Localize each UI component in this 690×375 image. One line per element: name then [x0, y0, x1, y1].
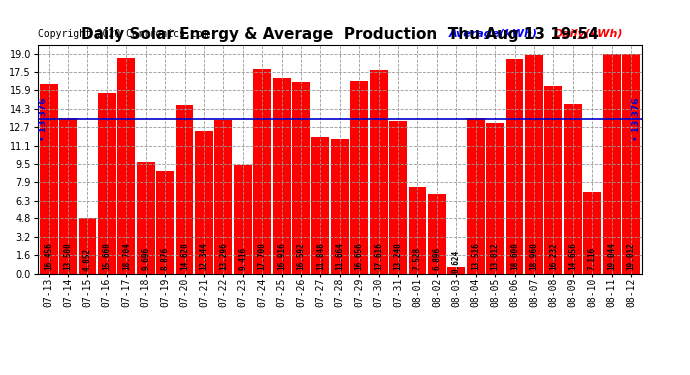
Bar: [40, 84, 57, 274]
Text: 13.296: 13.296: [219, 243, 228, 270]
Text: 16.916: 16.916: [277, 243, 286, 270]
Text: Average(kWh): Average(kWh): [448, 29, 538, 39]
Bar: [447, 267, 465, 274]
Bar: [234, 165, 252, 274]
Text: 9.416: 9.416: [238, 247, 247, 270]
Text: 16.456: 16.456: [44, 243, 53, 270]
Text: 17.616: 17.616: [374, 243, 383, 270]
Text: 9.696: 9.696: [141, 247, 150, 270]
Bar: [137, 162, 155, 274]
Text: 4.852: 4.852: [83, 248, 92, 271]
Bar: [331, 139, 348, 274]
Text: 11.848: 11.848: [316, 243, 325, 270]
Bar: [59, 118, 77, 274]
Bar: [467, 118, 484, 274]
Text: Daily(kWh): Daily(kWh): [554, 29, 624, 39]
Bar: [175, 105, 193, 274]
Text: 14.620: 14.620: [180, 243, 189, 270]
Bar: [253, 69, 271, 274]
Text: 18.960: 18.960: [529, 243, 538, 270]
Text: Copyright 2020 Cartronics.com: Copyright 2020 Cartronics.com: [38, 29, 208, 39]
Text: 19.044: 19.044: [607, 243, 616, 270]
Bar: [622, 54, 640, 274]
Bar: [525, 55, 543, 274]
Bar: [117, 58, 135, 274]
Text: 16.232: 16.232: [549, 243, 558, 270]
Bar: [370, 70, 388, 274]
Text: 12.344: 12.344: [199, 243, 208, 270]
Bar: [486, 123, 504, 274]
Bar: [273, 78, 290, 274]
Title: Daily Solar Energy & Average  Production  Thu Aug 13 19:54: Daily Solar Energy & Average Production …: [81, 27, 599, 42]
Bar: [583, 192, 601, 274]
Bar: [602, 54, 620, 274]
Text: 7.116: 7.116: [588, 247, 597, 270]
Bar: [544, 86, 562, 274]
Text: 15.660: 15.660: [102, 243, 111, 270]
Bar: [195, 131, 213, 274]
Text: • 13.376: • 13.376: [632, 98, 641, 141]
Text: 13.240: 13.240: [393, 243, 402, 270]
Bar: [311, 137, 329, 274]
Bar: [389, 121, 407, 274]
Text: 17.700: 17.700: [257, 243, 266, 270]
Text: 13.516: 13.516: [471, 243, 480, 270]
Text: 14.656: 14.656: [569, 243, 578, 270]
Bar: [98, 93, 116, 274]
Text: 18.704: 18.704: [121, 243, 131, 270]
Text: 18.600: 18.600: [510, 243, 519, 270]
Bar: [351, 81, 368, 274]
Bar: [408, 187, 426, 274]
Bar: [564, 104, 582, 274]
Text: • 13.376: • 13.376: [39, 98, 48, 141]
Text: 6.896: 6.896: [433, 247, 442, 270]
Bar: [215, 120, 233, 274]
Text: 13.012: 13.012: [491, 243, 500, 270]
Bar: [156, 171, 174, 274]
Text: 19.012: 19.012: [627, 243, 635, 270]
Text: 8.876: 8.876: [161, 247, 170, 270]
Bar: [79, 218, 97, 274]
Bar: [506, 59, 524, 274]
Text: 0.624: 0.624: [452, 250, 461, 273]
Text: 16.656: 16.656: [355, 243, 364, 270]
Text: 7.528: 7.528: [413, 247, 422, 270]
Text: 16.592: 16.592: [297, 243, 306, 270]
Text: 11.664: 11.664: [335, 243, 344, 270]
Text: 13.500: 13.500: [63, 243, 72, 270]
Bar: [292, 82, 310, 274]
Bar: [428, 194, 446, 274]
